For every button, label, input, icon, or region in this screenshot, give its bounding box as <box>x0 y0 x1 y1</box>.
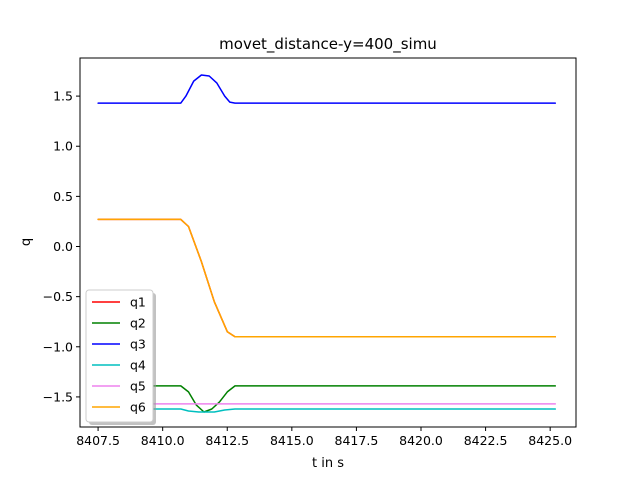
legend-label-q3: q3 <box>130 337 146 352</box>
series-line-q2 <box>97 385 557 413</box>
x-tick-label: 8412.5 <box>205 433 249 448</box>
y-tick-label: 1.5 <box>53 89 73 104</box>
plot-area: 8407.5 8410.0 8412.5 8415.0 8417.5 8420.0 8422… <box>43 57 577 448</box>
chart-title: movet_distance-y=400_simu <box>219 35 437 54</box>
series-line-q4 <box>97 408 557 413</box>
x-tick-label: 8417.5 <box>335 433 379 448</box>
y-tick-label: −0.5 <box>43 289 73 304</box>
legend: q1 q2 q3 q4 q5 q6 <box>85 289 156 425</box>
x-tick-label: 8407.5 <box>76 433 120 448</box>
x-axis-label: t in s <box>312 456 344 471</box>
axes-frame <box>79 57 577 428</box>
series-line-q6 <box>97 218 557 338</box>
x-tick-label: 8420.0 <box>399 433 443 448</box>
legend-label-q6: q6 <box>130 400 146 415</box>
series-line-q3 <box>97 74 557 104</box>
y-tick-label: 0.0 <box>53 239 73 254</box>
y-axis-label: q <box>19 238 34 246</box>
legend-label-q4: q4 <box>130 358 146 373</box>
legend-label-q5: q5 <box>130 379 146 394</box>
y-tick-label: −1.5 <box>43 389 73 404</box>
x-tick-label: 8415.0 <box>270 433 314 448</box>
y-tick-label: −1.0 <box>43 339 73 354</box>
x-tick-label: 8422.5 <box>464 433 508 448</box>
x-tick-label: 8425.0 <box>528 433 572 448</box>
legend-label-q1: q1 <box>130 295 146 310</box>
x-tick-label: 8410.0 <box>141 433 185 448</box>
y-tick-label: 0.5 <box>53 189 73 204</box>
y-tick-label: 1.0 <box>53 139 73 154</box>
legend-label-q2: q2 <box>130 316 146 331</box>
